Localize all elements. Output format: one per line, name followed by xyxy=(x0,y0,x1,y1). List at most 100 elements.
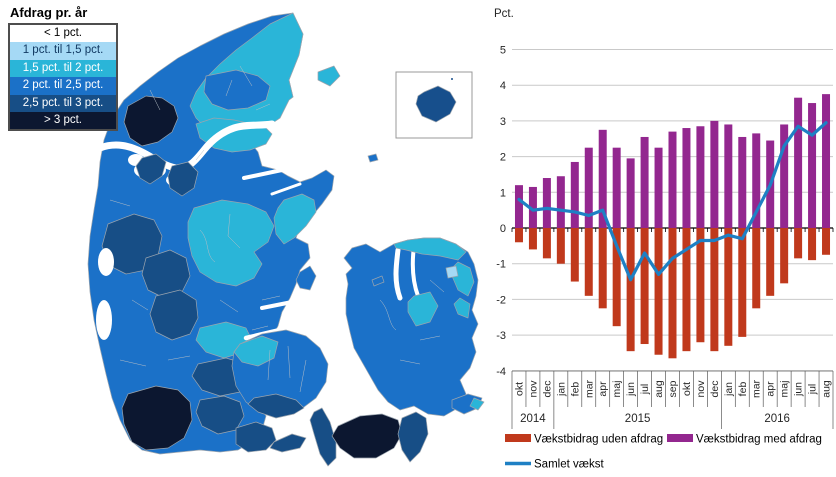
bar xyxy=(682,228,691,352)
bar xyxy=(752,228,761,309)
y-axis-unit-label: Pct. xyxy=(494,8,514,20)
bar xyxy=(780,228,789,284)
region-copenhagen xyxy=(453,297,471,319)
bar xyxy=(654,147,663,228)
bar xyxy=(738,228,747,337)
bar xyxy=(626,158,635,228)
region-syddjurs xyxy=(273,193,317,245)
month-label-16: feb xyxy=(737,382,749,397)
map-legend-row-lt1: < 1 pct. xyxy=(10,25,116,43)
month-label-19: maj xyxy=(779,381,791,398)
month-label-7: maj xyxy=(611,381,623,398)
bar xyxy=(822,228,831,255)
map-legend-row-gt3: > 3 pct. xyxy=(10,111,116,130)
month-label-14: dec xyxy=(709,381,721,398)
bar xyxy=(766,228,775,296)
month-labels: okt nov dec jan feb mar apr maj jun jul aug sep okt n… xyxy=(513,379,832,398)
bar xyxy=(542,178,551,228)
map-legend: Afdrag pr. år < 1 pct. 1 pct. til 1,5 pct… xyxy=(8,3,120,132)
bar xyxy=(640,136,649,228)
y-tick-0: 0 xyxy=(500,223,506,235)
bar xyxy=(752,133,761,228)
bar xyxy=(598,228,607,309)
month-label-15: jan xyxy=(723,382,735,397)
y-tick--2: -2 xyxy=(496,294,506,306)
bar xyxy=(780,124,789,228)
legend-label-2: Samlet vækst xyxy=(534,459,604,471)
map-legend-row-p25_3: 2,5 pct. til 3 pct. xyxy=(10,94,116,112)
region-skive xyxy=(167,161,199,197)
label-separators xyxy=(511,371,834,429)
region-toender xyxy=(121,385,193,451)
region-langeland xyxy=(309,407,337,467)
month-label-18: apr xyxy=(765,381,777,397)
bar xyxy=(514,228,523,243)
bar xyxy=(738,136,747,228)
map-legend-row-p1_15: 1 pct. til 1,5 pct. xyxy=(10,42,116,60)
year-label-2014: 2014 xyxy=(520,413,546,425)
region-samsoe xyxy=(295,265,317,291)
region-zealand-lightblue-cell xyxy=(445,265,459,279)
bar xyxy=(696,126,705,228)
bar xyxy=(654,228,663,355)
region-moen-tip xyxy=(469,397,485,411)
bar xyxy=(710,228,719,352)
map-legend-box: < 1 pct. 1 pct. til 1,5 pct. 1,5 pct. til … xyxy=(8,23,118,132)
region-funen-south xyxy=(247,393,305,419)
region-laesoe xyxy=(317,65,341,87)
region-lolland xyxy=(331,413,403,459)
region-anholt xyxy=(367,153,379,163)
month-label-2: dec xyxy=(541,381,553,398)
bar xyxy=(808,228,817,261)
horsens-fjord xyxy=(260,300,294,310)
denmark-map xyxy=(87,12,485,467)
legend-label-0: Vækstbidrag uden afdrag xyxy=(534,434,663,446)
region-funen-nw xyxy=(233,335,279,367)
bar xyxy=(696,228,705,343)
bar xyxy=(724,228,733,346)
y-tick-5: 5 xyxy=(500,45,506,57)
bar xyxy=(822,94,831,228)
y-tick--3: -3 xyxy=(496,330,506,342)
chart-legend: Vækstbidrag uden afdrag Vækstbidrag med a… xyxy=(505,434,822,471)
region-aeroe xyxy=(269,433,307,453)
bar xyxy=(598,129,607,228)
year-label-2015: 2015 xyxy=(625,413,651,425)
bar xyxy=(542,228,551,259)
region-zealand-north-coast xyxy=(393,237,467,261)
limfjord-water xyxy=(96,120,276,172)
month-label-21: jul xyxy=(807,384,819,396)
bar xyxy=(626,228,635,352)
region-christiansoe xyxy=(451,78,453,80)
bar xyxy=(710,120,719,228)
bar xyxy=(668,228,677,359)
y-tick--1: -1 xyxy=(496,259,506,271)
region-thisted xyxy=(123,95,179,147)
y-axis-tick-labels: 5 4 3 2 1 0 -1 -2 -3 -4 xyxy=(496,45,506,378)
bar xyxy=(528,228,537,250)
bar xyxy=(794,228,803,259)
region-roskilde xyxy=(407,291,439,327)
month-label-0: okt xyxy=(513,382,525,396)
y-tick-3: 3 xyxy=(500,116,506,128)
bar xyxy=(570,228,579,282)
month-label-20: jun xyxy=(793,382,805,397)
bar xyxy=(528,186,537,228)
legend-swatch-0 xyxy=(505,434,531,442)
map-legend-title: Afdrag pr. år xyxy=(10,5,88,20)
bar xyxy=(794,97,803,228)
samlet-vaekst-line xyxy=(517,121,828,282)
month-label-12: okt xyxy=(681,382,693,396)
bar xyxy=(556,176,565,228)
bar xyxy=(808,103,817,228)
bar xyxy=(640,228,649,345)
month-label-1: nov xyxy=(527,380,539,398)
east-fjords xyxy=(242,168,302,341)
bars-uden-afdrag xyxy=(514,228,831,359)
region-falster xyxy=(397,411,429,463)
map-legend-row-p15_2: 1,5 pct. til 2 pct. xyxy=(10,59,116,78)
bar xyxy=(570,161,579,228)
bar xyxy=(584,147,593,228)
randers-fjord xyxy=(270,182,302,196)
